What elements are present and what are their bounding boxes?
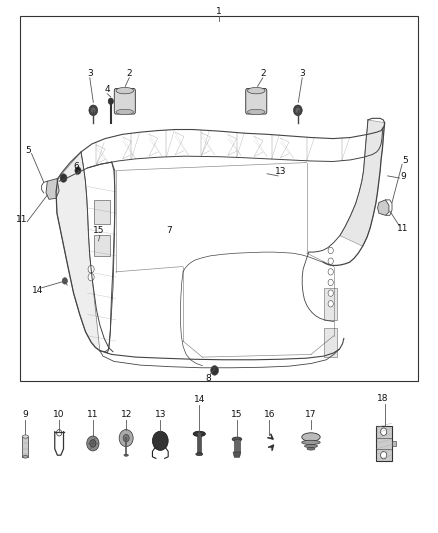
Circle shape [88, 273, 94, 281]
Text: 8: 8 [205, 374, 211, 383]
Circle shape [328, 279, 333, 286]
Circle shape [60, 174, 67, 182]
Circle shape [87, 436, 99, 451]
FancyBboxPatch shape [114, 88, 135, 114]
Polygon shape [378, 200, 389, 215]
Text: 5: 5 [25, 146, 32, 155]
Circle shape [90, 440, 96, 447]
Text: 2: 2 [127, 69, 132, 78]
Circle shape [381, 451, 387, 459]
Circle shape [328, 290, 333, 296]
Ellipse shape [22, 435, 28, 438]
Circle shape [89, 105, 98, 116]
Circle shape [328, 258, 333, 264]
Text: 6: 6 [74, 162, 80, 171]
Circle shape [75, 167, 81, 174]
Text: 9: 9 [400, 173, 406, 181]
Ellipse shape [197, 433, 201, 435]
Circle shape [119, 430, 133, 447]
Text: 13: 13 [275, 167, 286, 176]
Circle shape [328, 301, 333, 307]
Text: 7: 7 [166, 226, 172, 235]
Ellipse shape [124, 454, 128, 456]
Text: 17: 17 [305, 410, 317, 419]
Bar [324, 328, 337, 357]
Text: 5: 5 [402, 157, 408, 165]
Ellipse shape [302, 440, 320, 445]
Text: 15: 15 [231, 410, 243, 419]
Bar [94, 200, 110, 224]
Ellipse shape [232, 437, 242, 441]
Circle shape [328, 269, 333, 275]
Circle shape [57, 430, 62, 436]
Circle shape [123, 434, 129, 442]
Text: 13: 13 [155, 410, 166, 419]
Bar [376, 426, 392, 461]
Text: 15: 15 [93, 226, 104, 235]
Ellipse shape [196, 453, 203, 456]
Text: 1: 1 [216, 7, 222, 16]
FancyBboxPatch shape [246, 88, 267, 114]
Ellipse shape [116, 87, 134, 94]
Ellipse shape [304, 445, 318, 448]
Bar [324, 288, 337, 320]
Ellipse shape [193, 431, 205, 437]
Ellipse shape [23, 455, 28, 458]
Text: 11: 11 [87, 410, 99, 419]
Bar [234, 439, 240, 452]
Text: 12: 12 [120, 410, 132, 419]
Circle shape [211, 366, 219, 375]
Text: 11: 11 [397, 224, 409, 232]
Circle shape [296, 108, 300, 113]
Circle shape [91, 108, 95, 113]
Circle shape [152, 431, 168, 450]
Text: 2: 2 [260, 69, 265, 78]
Bar [94, 235, 110, 256]
Polygon shape [340, 120, 385, 246]
Ellipse shape [247, 109, 265, 115]
Text: 3: 3 [87, 69, 93, 78]
Circle shape [108, 98, 113, 104]
Ellipse shape [116, 109, 134, 115]
Circle shape [88, 265, 94, 273]
Ellipse shape [307, 448, 315, 450]
Text: 3: 3 [299, 69, 305, 78]
Bar [392, 441, 396, 446]
Text: 18: 18 [377, 394, 388, 403]
Text: 16: 16 [264, 410, 275, 419]
Bar [197, 434, 201, 454]
Circle shape [62, 278, 67, 284]
Text: 14: 14 [194, 395, 205, 404]
Circle shape [293, 105, 302, 116]
Ellipse shape [247, 87, 265, 94]
Text: 14: 14 [32, 286, 43, 295]
Bar [22, 437, 28, 457]
Text: 11: 11 [16, 215, 28, 224]
Bar [20, 16, 418, 381]
Text: 9: 9 [22, 410, 28, 419]
Text: 10: 10 [53, 410, 65, 419]
Polygon shape [56, 152, 100, 351]
Circle shape [381, 428, 387, 435]
Circle shape [328, 247, 333, 254]
Polygon shape [46, 179, 59, 199]
Polygon shape [233, 452, 241, 457]
Text: 4: 4 [105, 85, 110, 94]
Ellipse shape [302, 433, 320, 441]
